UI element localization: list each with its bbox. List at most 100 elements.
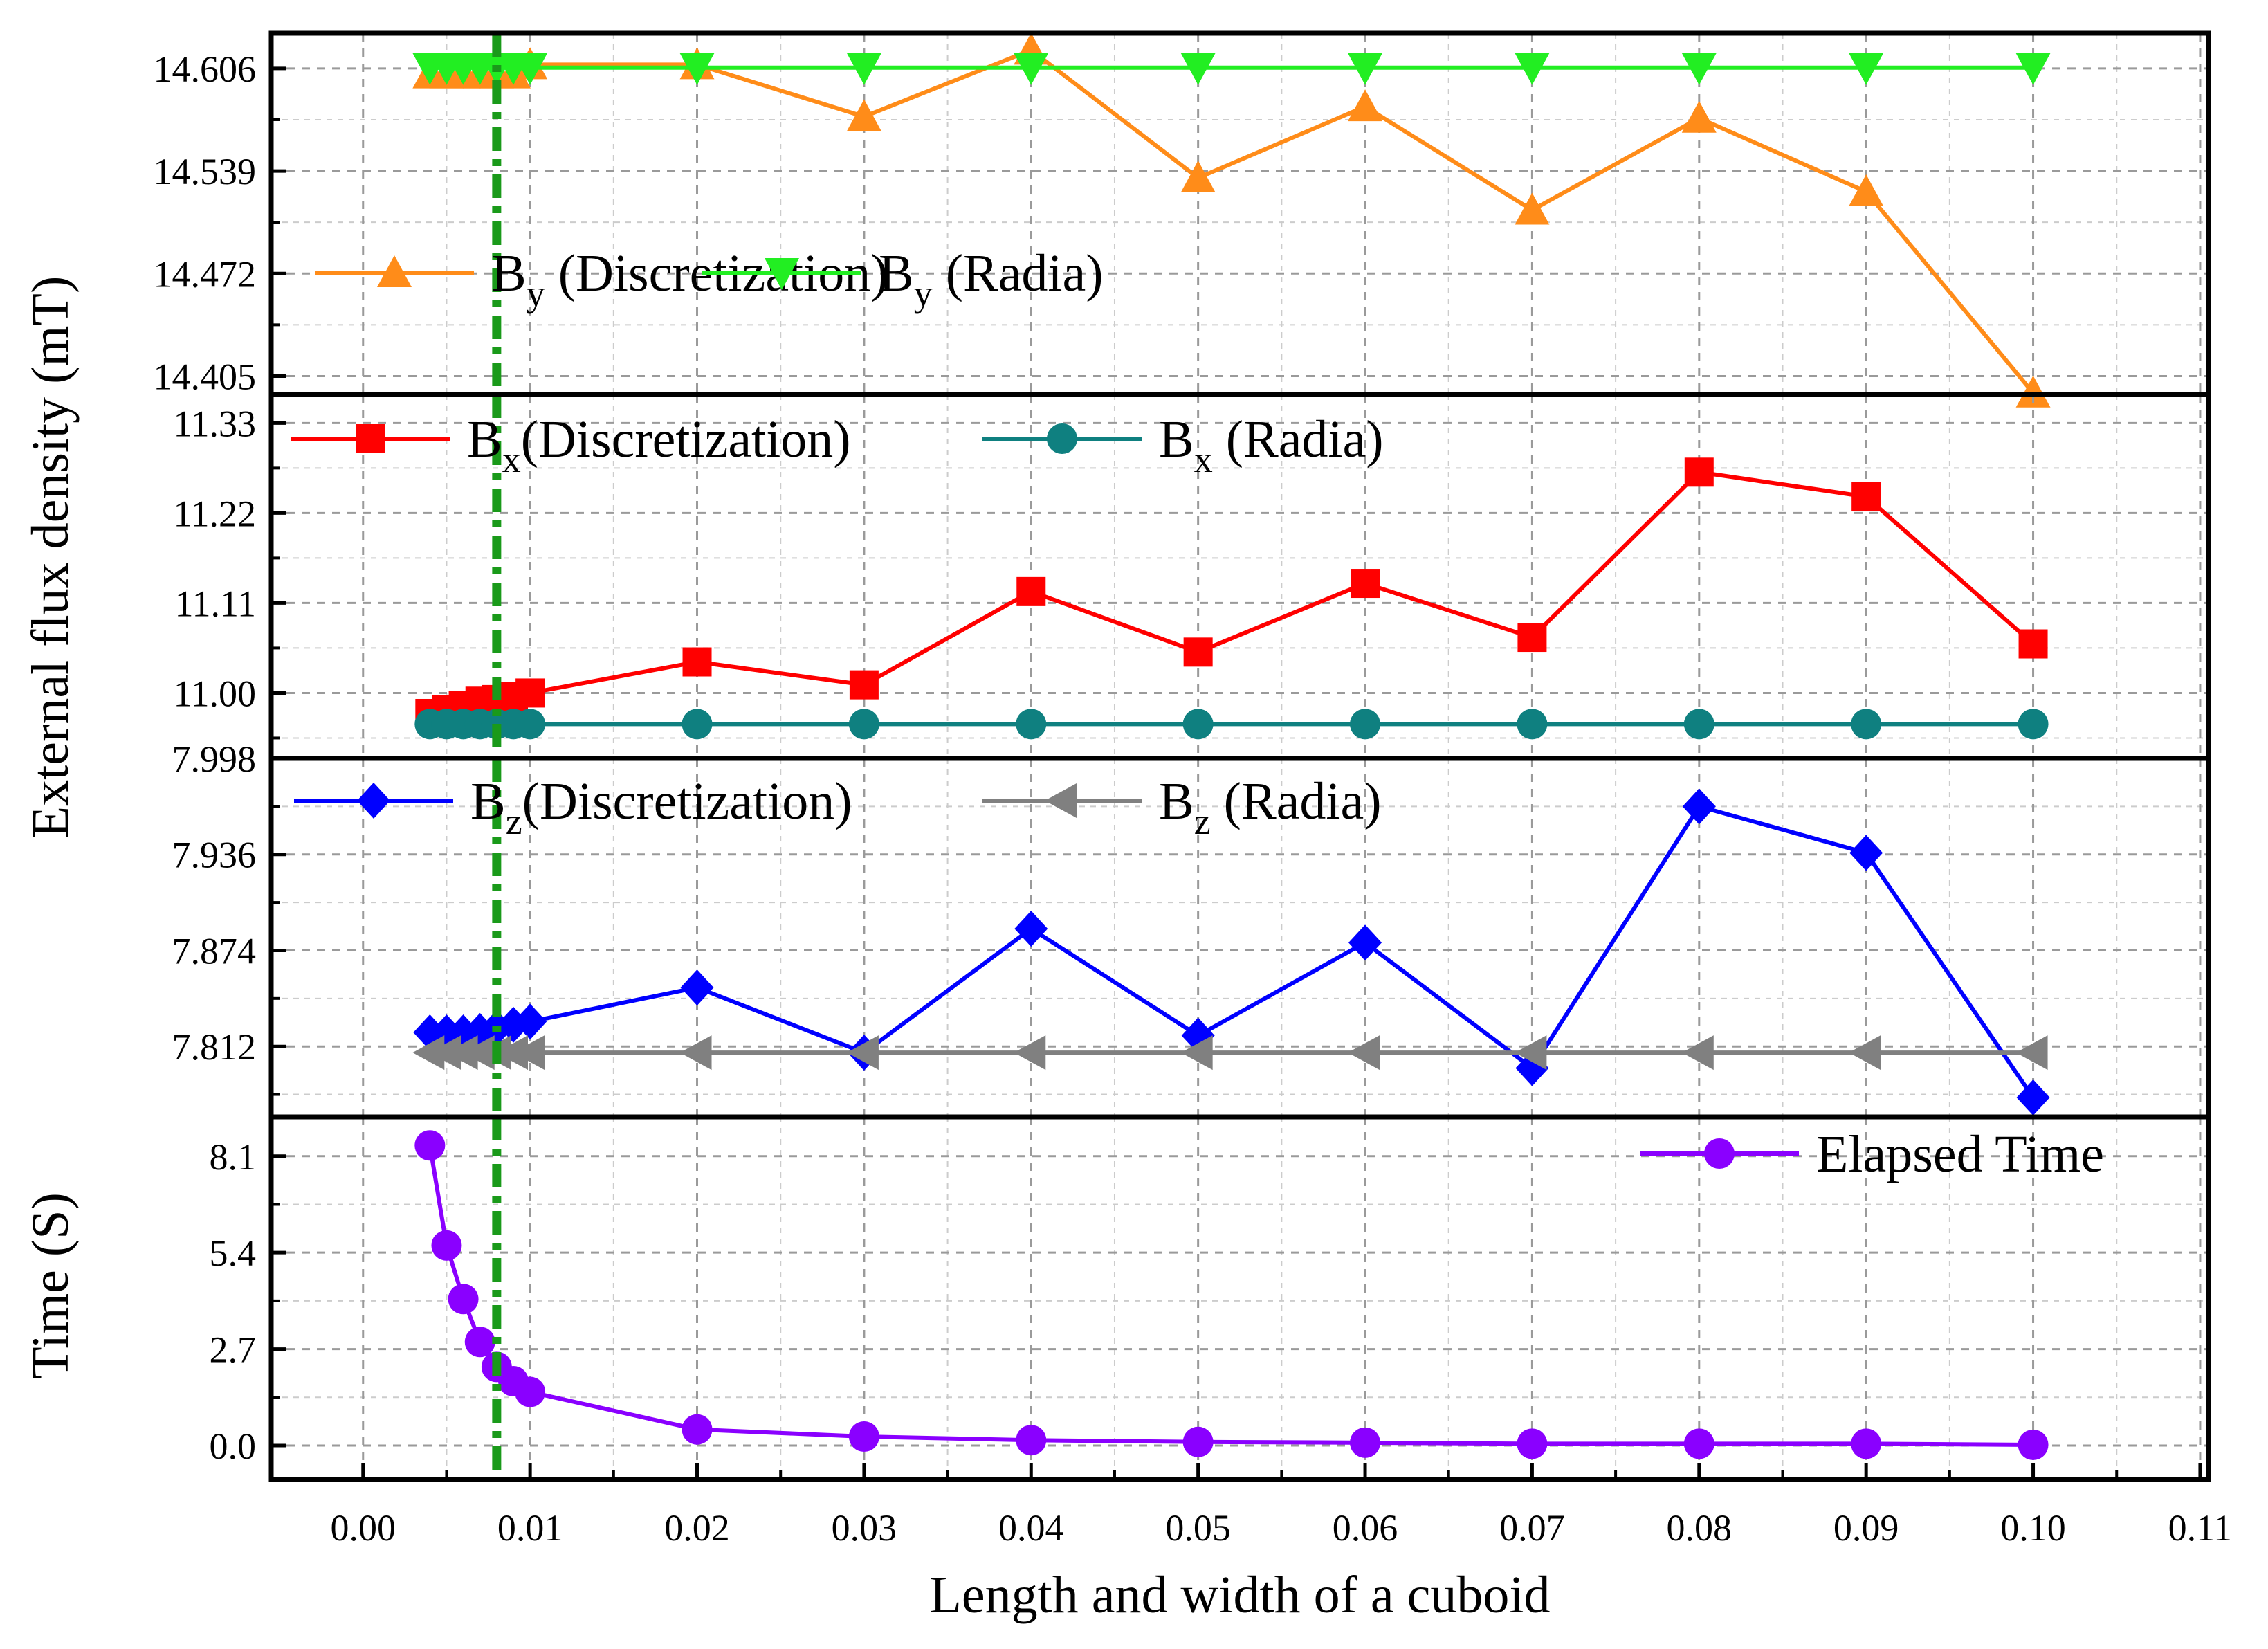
data-point — [682, 1414, 713, 1445]
data-point — [1351, 569, 1380, 599]
legend-label: Elapsed Time — [1816, 1125, 2104, 1183]
legend-subscript: x — [1194, 439, 1213, 480]
legend-subscript: y — [914, 273, 933, 314]
data-point — [1849, 174, 1884, 206]
legend-marker — [1047, 423, 1077, 454]
legend-label: Bz(Discretization) — [470, 772, 852, 842]
y-tick-label: 14.405 — [154, 356, 257, 397]
data-point — [1515, 192, 1550, 225]
data-point — [846, 1035, 879, 1071]
data-point — [1348, 53, 1383, 85]
legend-rest: (Radia) — [1211, 772, 1382, 830]
x-tick-label: 0.02 — [664, 1507, 730, 1549]
legend-subscript: z — [1194, 801, 1211, 842]
data-point — [496, 1035, 528, 1071]
y-axis-label-time: Time (S) — [21, 1192, 80, 1379]
data-point — [1180, 53, 1216, 85]
panel-bz: 7.812 7.874 7.936 7.998 Bz(Discretization) Bz… — [172, 738, 2211, 1120]
legend-rest: (Radia) — [1213, 410, 1384, 468]
data-point — [1681, 53, 1717, 85]
y-tick-label: 7.874 — [172, 930, 257, 972]
data-point — [1180, 1035, 1213, 1071]
y-tick-label: 7.936 — [172, 835, 257, 876]
y-axis-label-flux: External flux density (mT) — [21, 276, 80, 839]
data-point — [679, 1035, 712, 1071]
data-point — [515, 678, 545, 708]
data-point — [1182, 1426, 1214, 1457]
data-point — [846, 99, 881, 131]
data-point — [1681, 1035, 1714, 1071]
data-point — [1014, 53, 1049, 85]
legend-label: Bx (Radia) — [1159, 410, 1384, 480]
data-point — [1682, 788, 1716, 825]
data-point — [1182, 709, 1214, 740]
x-tick-label: 0.03 — [832, 1507, 897, 1549]
series-line — [428, 1145, 2033, 1447]
x-tick-label: 0.06 — [1333, 1507, 1398, 1549]
data-point — [1348, 924, 1382, 961]
data-point — [1681, 100, 1717, 133]
data-point — [431, 1230, 462, 1261]
data-point — [1348, 1035, 1380, 1071]
x-tick-label: 0.11 — [2168, 1507, 2233, 1549]
y-tick-label: 2.7 — [210, 1329, 257, 1371]
legend-entry: Bz(Discretization) — [294, 772, 852, 842]
x-tick-label: 0.00 — [331, 1507, 396, 1549]
data-point — [1014, 911, 1048, 947]
x-tick-label: 0.09 — [1833, 1507, 1899, 1549]
y-tick-label: 11.33 — [174, 403, 257, 444]
y-tick-label: 7.998 — [172, 738, 257, 780]
series-bx-2 — [414, 709, 2049, 740]
y-tick-label: 14.606 — [154, 48, 257, 90]
panel-frame — [268, 1114, 2211, 1482]
data-point — [846, 53, 881, 85]
data-point — [680, 969, 714, 1006]
data-point — [1849, 53, 1884, 85]
data-point — [513, 1003, 547, 1040]
legend-rest: (Discretization) — [521, 410, 851, 468]
data-point — [1517, 709, 1548, 740]
legend-rest: (Discretization) — [522, 772, 852, 830]
y-tick-label: 7.812 — [172, 1026, 257, 1068]
x-tick-label: 0.07 — [1499, 1507, 1565, 1549]
panel-time: 0.0 2.7 5.4 8.1 Elapsed Time — [210, 1114, 2211, 1482]
legend-marker — [377, 255, 412, 287]
data-point — [1849, 835, 1883, 871]
data-point — [412, 1035, 445, 1071]
series-by-1 — [412, 33, 2051, 408]
legend-marker — [356, 424, 385, 453]
data-point — [2018, 629, 2048, 659]
panel-frame — [268, 30, 2211, 397]
data-point — [513, 53, 548, 85]
data-point — [2015, 1035, 2048, 1071]
x-tick-label: 0.08 — [1667, 1507, 1732, 1549]
y-tick-label: 14.539 — [154, 151, 257, 192]
data-point — [1016, 709, 1047, 740]
y-tick-label: 5.4 — [210, 1232, 257, 1274]
data-point — [462, 1035, 495, 1071]
data-point — [1683, 1428, 1714, 1459]
legend-marker — [1045, 783, 1077, 818]
data-point — [2018, 1429, 2049, 1460]
x-tick-label: 0.05 — [1165, 1507, 1231, 1549]
series-time-1 — [414, 1130, 2049, 1460]
data-point — [848, 1421, 879, 1452]
data-point — [679, 53, 715, 85]
data-point — [515, 1376, 546, 1407]
legend-marker — [1704, 1138, 1735, 1169]
legend-entry: Bz (Radia) — [982, 772, 1382, 842]
data-point — [429, 1035, 461, 1071]
data-point — [1180, 161, 1216, 193]
legend-entry: By (Discretization) — [315, 244, 888, 314]
data-point — [1517, 1428, 1548, 1459]
legend-subscript: y — [527, 273, 545, 314]
y-tick-label: 8.1 — [210, 1136, 257, 1178]
data-point — [1683, 709, 1714, 740]
legend-label: Bx(Discretization) — [467, 410, 851, 480]
series-by-2 — [412, 53, 2051, 85]
axis-labels: External flux density (mT) Time (S) Leng… — [21, 276, 1551, 1624]
x-tick-label: 0.04 — [998, 1507, 1064, 1549]
data-point — [2018, 709, 2049, 740]
data-point — [513, 1035, 545, 1071]
legend-label: By (Discretization) — [491, 244, 888, 314]
